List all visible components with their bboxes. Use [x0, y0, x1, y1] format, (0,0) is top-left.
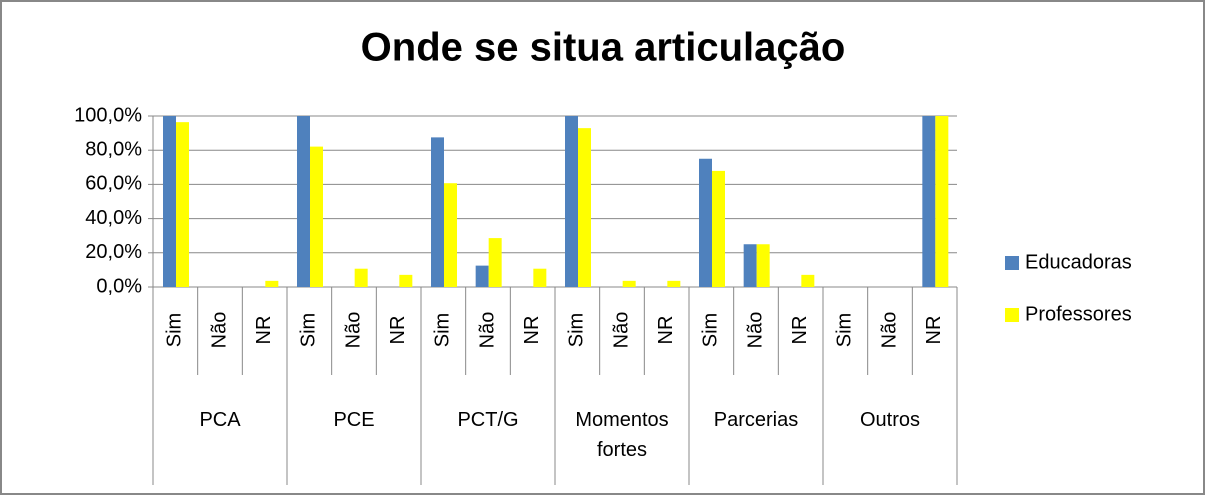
y-tick-label: 40,0% — [85, 207, 142, 229]
bar — [444, 183, 457, 287]
bar — [712, 170, 725, 287]
x-tick-label: Sim — [298, 313, 320, 347]
legend-swatch — [1005, 256, 1019, 270]
x-tick-label: Sim — [834, 313, 856, 347]
x-tick-label: Não — [476, 312, 498, 349]
legend-label: Professores — [1025, 303, 1132, 325]
group-label: Momentos fortes — [575, 409, 669, 461]
group-label: PCT/G — [457, 409, 519, 431]
y-tick-label: 0,0% — [96, 275, 142, 297]
bar — [756, 244, 770, 287]
legend-label: Educadoras — [1025, 251, 1132, 273]
bar — [578, 128, 591, 287]
y-tick-label: 20,0% — [85, 241, 142, 263]
bar — [935, 116, 949, 287]
bar — [431, 137, 444, 287]
group-label: Parcerias — [713, 409, 799, 431]
group-label: Outros — [859, 409, 921, 431]
bar — [399, 274, 413, 287]
y-tick-label: 80,0% — [85, 138, 142, 160]
bar — [667, 280, 681, 287]
x-tick-label: Sim — [700, 313, 722, 347]
x-tick-label: NR — [923, 316, 945, 345]
bar — [488, 238, 502, 287]
bar — [533, 268, 547, 287]
bar — [354, 268, 368, 287]
bar — [475, 265, 489, 287]
chart-title: Onde se situa articulação — [361, 26, 846, 70]
x-tick-label: NR — [387, 316, 409, 345]
x-tick-label: Não — [744, 312, 766, 349]
bar — [176, 122, 189, 287]
bar — [565, 116, 578, 287]
x-tick-label: Sim — [164, 313, 186, 347]
bar — [265, 280, 279, 287]
bar — [743, 244, 757, 287]
x-tick-label: Sim — [566, 313, 588, 347]
x-tick-label: NR — [789, 316, 811, 345]
x-tick-label: Não — [610, 312, 632, 349]
x-tick-label: Sim — [432, 313, 454, 347]
bar — [801, 274, 815, 287]
x-tick-label: Não — [208, 312, 230, 349]
legend-swatch — [1005, 308, 1019, 322]
bar — [163, 116, 176, 287]
bar — [310, 146, 323, 287]
x-tick-label: NR — [521, 316, 543, 345]
bar — [699, 158, 712, 287]
group-label: PCA — [199, 409, 241, 431]
x-tick-label: NR — [655, 316, 677, 345]
bar — [297, 116, 310, 287]
bar — [922, 116, 936, 287]
y-tick-label: 60,0% — [85, 173, 142, 195]
x-tick-label: Não — [878, 312, 900, 349]
group-label: PCE — [333, 409, 375, 431]
bar — [622, 280, 636, 287]
y-tick-label: 100,0% — [74, 104, 142, 126]
x-tick-label: NR — [253, 316, 275, 345]
x-tick-label: Não — [342, 312, 364, 349]
